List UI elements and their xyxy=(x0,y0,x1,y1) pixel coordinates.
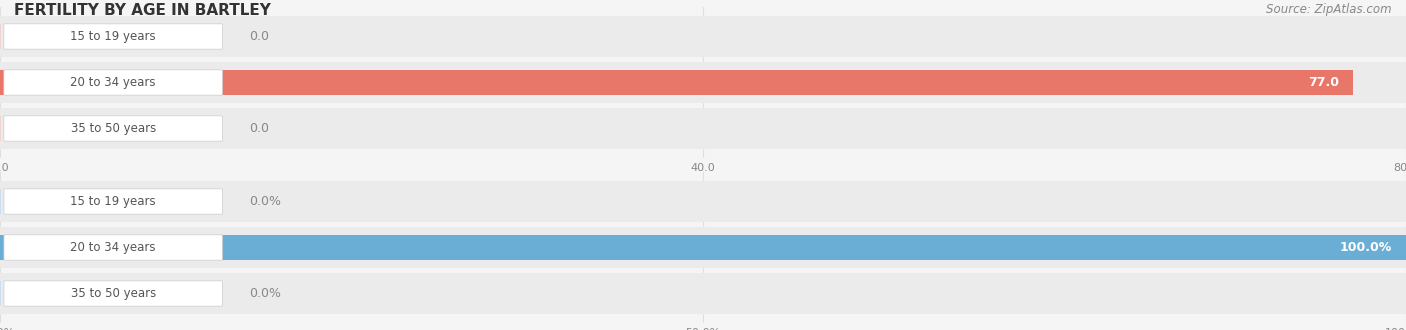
Text: 0.0: 0.0 xyxy=(249,30,269,43)
Bar xyxy=(0,62,1406,103)
Bar xyxy=(0,109,1406,148)
Bar xyxy=(0,24,1,49)
Text: 0.0%: 0.0% xyxy=(249,287,281,300)
Text: 15 to 19 years: 15 to 19 years xyxy=(70,195,156,208)
FancyBboxPatch shape xyxy=(4,24,222,49)
FancyBboxPatch shape xyxy=(4,281,222,306)
Bar xyxy=(0,274,1406,314)
Text: Source: ZipAtlas.com: Source: ZipAtlas.com xyxy=(1267,3,1392,16)
FancyBboxPatch shape xyxy=(4,116,222,141)
Text: 35 to 50 years: 35 to 50 years xyxy=(70,122,156,135)
Bar xyxy=(0,235,1406,260)
Bar xyxy=(0,189,1,214)
Bar xyxy=(0,281,1,306)
Bar xyxy=(0,116,1,141)
Text: 20 to 34 years: 20 to 34 years xyxy=(70,241,156,254)
Text: 0.0%: 0.0% xyxy=(249,195,281,208)
Bar xyxy=(0,70,1353,95)
Bar xyxy=(0,16,1406,56)
FancyBboxPatch shape xyxy=(4,189,222,214)
Text: 35 to 50 years: 35 to 50 years xyxy=(70,287,156,300)
Bar xyxy=(0,182,1406,221)
Text: 0.0: 0.0 xyxy=(249,122,269,135)
Text: 77.0: 77.0 xyxy=(1308,76,1339,89)
FancyBboxPatch shape xyxy=(4,235,222,260)
Text: 100.0%: 100.0% xyxy=(1340,241,1392,254)
FancyBboxPatch shape xyxy=(4,70,222,95)
Text: 20 to 34 years: 20 to 34 years xyxy=(70,76,156,89)
Bar xyxy=(0,227,1406,268)
Text: 15 to 19 years: 15 to 19 years xyxy=(70,30,156,43)
Text: FERTILITY BY AGE IN BARTLEY: FERTILITY BY AGE IN BARTLEY xyxy=(14,3,271,18)
